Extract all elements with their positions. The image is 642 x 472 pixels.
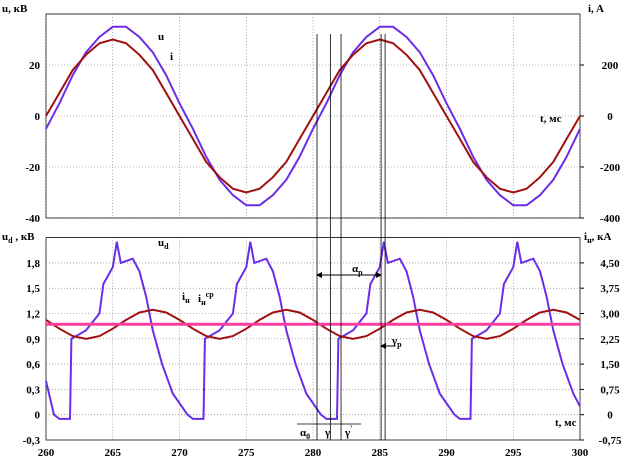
y-tick-label: 0,6 — [26, 359, 40, 371]
series-label-sup: ср — [206, 290, 215, 299]
annotation-main: γ — [391, 335, 397, 347]
y2-tick-label: 0 — [607, 111, 613, 123]
y-tick-label: -20 — [25, 162, 40, 174]
annotation-main: γ — [324, 427, 330, 439]
y2-tick-label: -0,75 — [599, 435, 622, 447]
y-tick-label: 1,8 — [26, 258, 40, 270]
x-axis-label-main: t, мс — [555, 417, 577, 429]
y2-axis-label-tail: , кА — [592, 231, 612, 243]
x-tick-label: 285 — [372, 447, 389, 459]
y-tick-label: -40 — [25, 213, 40, 225]
series-label-main: i — [170, 51, 173, 63]
series-line — [45, 25, 581, 207]
y2-axis-label-sub: н — [587, 236, 592, 245]
y2-axis-label-main: i — [584, 231, 587, 243]
y-tick-label: 1,2 — [26, 309, 40, 321]
y2-tick-label: 1,50 — [600, 359, 620, 371]
y-tick-label: 0,3 — [26, 384, 40, 396]
series-label-sub: d — [164, 242, 169, 251]
x-axis-label: t, мс — [540, 113, 562, 125]
y2-tick-label: 2,25 — [600, 334, 620, 346]
x-tick-label: 300 — [572, 447, 589, 459]
y-tick-label: -0,3 — [23, 435, 41, 447]
y-axis-label-tail: , кВ — [13, 231, 36, 243]
annotation-sup: ' — [350, 424, 352, 433]
x-tick-label: 290 — [438, 447, 455, 459]
x-axis-label: t, мс — [555, 417, 577, 429]
series-label: iнср — [198, 290, 214, 307]
y-axis-label-main: u, кВ — [2, 3, 28, 15]
y-tick-label: 20 — [29, 60, 41, 72]
x-tick-label: 275 — [238, 447, 255, 459]
series-label-main: u — [158, 31, 164, 43]
y-tick-label: 0,9 — [26, 334, 40, 346]
x-tick-label: 295 — [505, 447, 522, 459]
y2-axis-label: iн, кА — [584, 231, 612, 245]
x-tick-label: 270 — [171, 447, 188, 459]
y2-tick-label: -200 — [600, 162, 621, 174]
annotation: γ — [324, 427, 330, 439]
series-line — [45, 241, 581, 420]
y-axis-label-main: u — [2, 231, 8, 243]
annotation-sub: 0 — [306, 432, 310, 441]
y2-axis-label: i, A — [588, 3, 604, 15]
annotation: γр — [391, 335, 402, 349]
y2-tick-label: 0 — [607, 410, 613, 422]
series-line — [45, 38, 581, 194]
series-label: ud — [158, 237, 169, 251]
y-axis-label: ud , кВ — [2, 231, 35, 245]
y2-tick-label: 3,75 — [600, 283, 620, 295]
series-label: iн — [182, 291, 190, 305]
y-axis-label: u, кВ — [2, 3, 28, 15]
annotation-main: α — [352, 263, 359, 275]
x-tick-label: 265 — [105, 447, 122, 459]
x-tick-label: 260 — [38, 447, 55, 459]
y2-tick-label: 0,75 — [600, 384, 620, 396]
series-label: i — [170, 51, 173, 63]
y-axis-label-sub: d — [8, 236, 13, 245]
y2-tick-label: 4,50 — [600, 258, 620, 270]
x-axis-label-main: t, мс — [540, 113, 562, 125]
y2-axis-label-main: i, A — [588, 3, 604, 15]
annotation-sub: р — [358, 268, 363, 277]
y-tick-label: 1,5 — [26, 283, 40, 295]
series-label-main: i — [182, 291, 185, 303]
y-tick-label: 0 — [35, 111, 41, 123]
annotation-main: γ — [344, 427, 350, 439]
series-line — [45, 308, 581, 340]
series-label-sub: н — [201, 298, 206, 307]
series-label-main: i — [198, 293, 201, 305]
series-label: u — [158, 31, 164, 43]
annotation-sub: р — [397, 340, 402, 349]
series-label-main: u — [158, 237, 164, 249]
y2-tick-label: -400 — [600, 213, 621, 225]
y2-tick-label: 3,00 — [600, 309, 620, 321]
annotation: α0 — [300, 427, 310, 441]
x-tick-label: 280 — [305, 447, 322, 459]
y2-tick-label: 200 — [602, 60, 619, 72]
series-label-sub: н — [185, 296, 190, 305]
annotation-main: α — [300, 427, 307, 439]
y-tick-label: 0 — [35, 410, 41, 422]
annotation: γ' — [344, 424, 352, 439]
